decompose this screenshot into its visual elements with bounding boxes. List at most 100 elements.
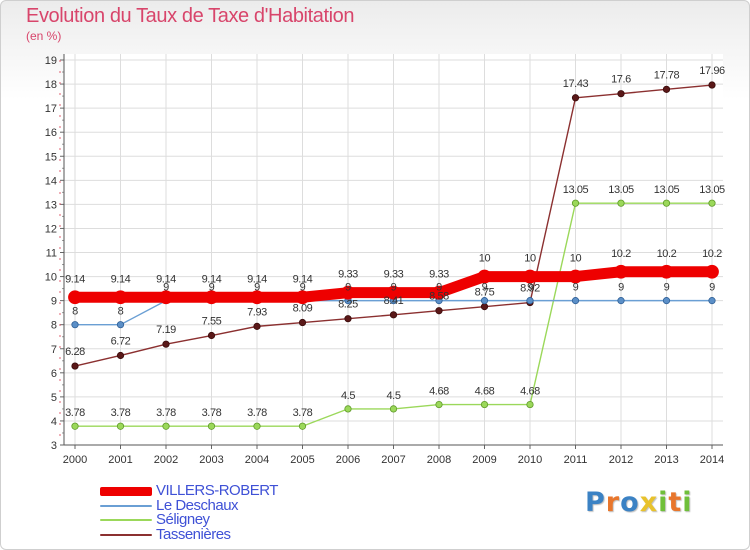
y-tick-label: 16	[45, 127, 57, 139]
data-label: 9	[391, 282, 397, 294]
data-point	[477, 269, 492, 284]
data-label: 3.78	[247, 407, 267, 419]
data-label: 17.96	[699, 65, 725, 77]
x-tick-label: 2001	[108, 454, 132, 466]
data-label: 6.28	[65, 346, 85, 358]
data-point	[298, 422, 307, 430]
data-point	[617, 90, 625, 98]
data-point	[568, 269, 583, 284]
data-point	[526, 400, 534, 409]
data-label: 9	[527, 282, 533, 294]
data-label: 17.6	[611, 74, 631, 86]
data-label: 9	[664, 282, 670, 294]
data-point	[253, 322, 261, 330]
data-label: 10	[524, 253, 536, 265]
y-tick-label: 11	[46, 248, 57, 260]
data-point	[204, 290, 219, 305]
data-point	[159, 290, 173, 305]
data-point	[71, 321, 79, 329]
data-label: 8.25	[338, 299, 358, 311]
y-tick-label: 19	[45, 55, 57, 67]
data-label: 9	[345, 282, 351, 294]
data-point	[617, 297, 625, 305]
data-label: 4.5	[386, 390, 400, 402]
x-tick-label: 2004	[245, 454, 269, 466]
data-point	[389, 311, 398, 319]
data-label: 4.68	[475, 386, 495, 398]
x-tick-label: 2000	[63, 454, 87, 466]
y-tick-label: 8	[51, 320, 57, 332]
data-label: 8.41	[384, 295, 404, 307]
data-point	[526, 297, 534, 305]
x-tick-label: 2007	[381, 454, 405, 466]
data-label: 9.14	[293, 273, 313, 285]
legend-item-villers-robert: VILLERS-ROBERT	[100, 482, 340, 499]
chart-legend: VILLERS-ROBERT Le Deschaux Séligney Tass…	[100, 482, 340, 543]
data-label: 17.78	[654, 69, 680, 81]
legend-item-tassenieres: Tassenières	[100, 525, 340, 543]
data-point	[662, 297, 671, 305]
data-point	[344, 405, 352, 413]
data-label: 10.2	[657, 248, 677, 260]
legend-label: Tassenières	[156, 525, 231, 543]
x-tick-label: 2012	[609, 454, 633, 466]
data-label: 8.92	[520, 283, 540, 295]
data-point	[708, 297, 716, 305]
y-tick-label: 6	[51, 368, 57, 380]
data-label: 9	[209, 282, 215, 294]
data-point	[113, 290, 128, 305]
data-label: 13.05	[654, 184, 680, 196]
data-label: 17.43	[563, 78, 589, 90]
data-point	[614, 264, 628, 279]
data-label: 13.05	[699, 184, 725, 196]
data-point	[571, 297, 580, 305]
data-label: 9	[618, 282, 624, 294]
data-point	[708, 199, 716, 207]
data-label: 10.2	[702, 248, 722, 260]
data-label: 3.78	[156, 407, 176, 419]
data-label: 8.58	[429, 291, 449, 303]
legend-swatch	[100, 533, 152, 536]
y-tick-label: 12	[45, 223, 57, 235]
data-point	[71, 362, 79, 370]
data-label: 9	[436, 282, 442, 294]
data-label: 9.33	[338, 269, 358, 281]
data-label: 9	[709, 282, 715, 294]
data-label: 13.05	[563, 184, 589, 196]
data-label: 9	[573, 282, 579, 294]
x-tick-label: 2011	[564, 454, 588, 466]
data-point	[250, 290, 264, 305]
data-point	[386, 285, 401, 300]
data-point	[295, 290, 310, 305]
data-label: 10.2	[611, 248, 631, 260]
data-label: 8.75	[475, 287, 495, 299]
chart-subtitle: (en %)	[26, 29, 62, 43]
data-point	[708, 81, 716, 89]
data-point	[617, 199, 625, 207]
data-point	[68, 290, 82, 305]
data-point	[571, 199, 580, 207]
data-point	[344, 315, 352, 323]
data-label: 7.93	[247, 306, 267, 318]
data-point	[162, 340, 170, 348]
data-label: 9	[300, 282, 306, 294]
x-tick-label: 2003	[199, 454, 223, 466]
data-point	[480, 297, 489, 305]
data-label: 9	[163, 282, 169, 294]
data-label: 9.14	[156, 273, 176, 285]
data-label: 6.72	[111, 335, 131, 347]
data-label: 9.14	[65, 273, 85, 285]
y-tick-label: 5	[51, 392, 57, 404]
data-label: 3.78	[293, 407, 313, 419]
x-tick-label: 2013	[654, 454, 678, 466]
data-point	[116, 321, 125, 329]
data-label: 9.14	[202, 273, 222, 285]
legend-item-le-deschaux: Le Deschaux	[100, 497, 340, 514]
data-point	[480, 400, 489, 409]
data-label: 9.33	[429, 269, 449, 281]
proxiti-logo: Proxiti	[585, 487, 693, 518]
y-tick-label: 10	[45, 272, 57, 284]
data-point	[523, 269, 537, 284]
data-point	[662, 199, 671, 207]
y-tick-label: 4	[51, 416, 57, 428]
